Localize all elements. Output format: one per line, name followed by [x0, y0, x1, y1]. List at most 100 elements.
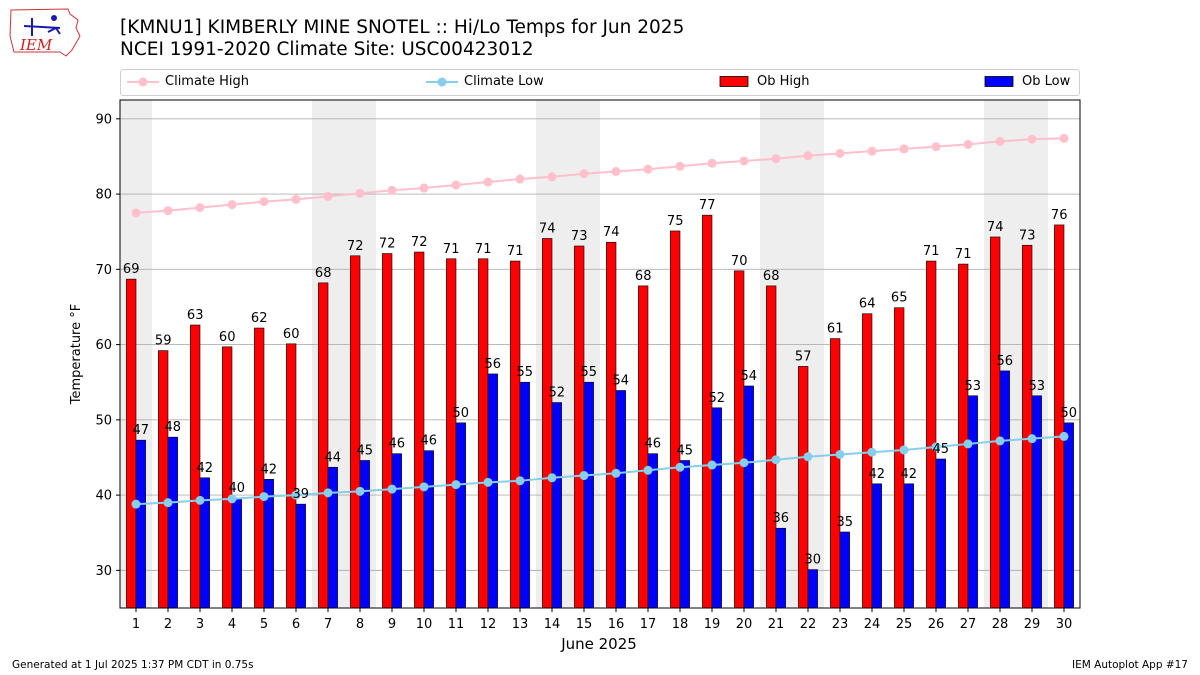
- x-tick-label: 18: [672, 617, 689, 632]
- climate-low-point: [291, 490, 301, 500]
- weekend-band: [792, 100, 824, 608]
- x-tick-label: 25: [896, 617, 913, 632]
- climate-high-point: [291, 194, 301, 204]
- y-tick-label: 70: [95, 263, 112, 278]
- ob-high-bar-label: 72: [347, 239, 364, 254]
- weekend-band: [344, 100, 376, 608]
- ob-high-bar: [574, 245, 585, 609]
- ob-low-bar: [1031, 395, 1042, 609]
- ob-low-bar: [263, 479, 274, 609]
- ob-high-bar-label: 72: [411, 235, 428, 250]
- iem-logo: IEM: [9, 8, 81, 57]
- ob-low-bar: [359, 460, 370, 609]
- ob-high-bar: [990, 236, 1001, 609]
- ob-low-bar: [487, 373, 498, 609]
- ob-low-bar: [1063, 422, 1074, 609]
- generated-timestamp: Generated at 1 Jul 2025 1:37 PM CDT in 0…: [12, 659, 254, 671]
- ob-low-bar: [231, 497, 242, 609]
- climate-high-point: [323, 191, 333, 201]
- climate-low-point: [1027, 434, 1037, 444]
- ob-high-bar: [766, 285, 777, 609]
- bar-value-labels: 69 59 63 60 62 60 68 72 72 72 71 71 71 74 73 74 68 75 77 70…: [123, 198, 1077, 567]
- climate-high-point: [515, 174, 525, 184]
- climate-high-point: [643, 164, 653, 174]
- ob-high-bar-label: 70: [731, 254, 748, 269]
- ob-high-bar-label: 60: [283, 327, 300, 342]
- ob-low-bar: [423, 450, 434, 609]
- ob-high-bar-label: 68: [315, 266, 332, 281]
- ob-high-swatch-icon: [719, 76, 749, 87]
- ob-high-bar: [894, 307, 905, 609]
- bars: [126, 214, 1074, 609]
- ob-high-bar: [734, 270, 745, 609]
- plot-frame: [119, 99, 1081, 609]
- ob-low-bar: [519, 381, 530, 609]
- ob-high-bar: [510, 260, 521, 609]
- ob-high-bar-label: 68: [635, 269, 652, 284]
- climate-low-point: [739, 458, 749, 468]
- climate-low-point: [1059, 431, 1069, 441]
- ob-low-bar: [455, 422, 466, 609]
- climate-high-point: [451, 180, 461, 190]
- gridlines: [120, 118, 1080, 571]
- x-tick-label: 4: [228, 617, 236, 632]
- ob-high-bar: [830, 338, 841, 609]
- ob-low-bar: [967, 395, 978, 609]
- ob-high-bar: [1054, 224, 1065, 609]
- app-credit: IEM Autoplot App #17: [1072, 659, 1188, 671]
- climate-low-point: [163, 498, 173, 508]
- climate-low-point: [579, 471, 589, 481]
- ob-low-bar-label: 42: [261, 462, 278, 477]
- ob-low-bar: [295, 503, 306, 609]
- climate-high-point: [131, 208, 141, 218]
- climate-low-point: [675, 462, 685, 472]
- climate-high-point: [163, 206, 173, 216]
- climate-high-point: [771, 154, 781, 164]
- x-tick-label: 2: [164, 617, 172, 632]
- legend-label: Climate High: [165, 74, 250, 89]
- ob-high-bar: [158, 350, 169, 609]
- weekend-band: [760, 100, 792, 608]
- climate-low-point: [131, 499, 141, 509]
- x-tick-label: 20: [736, 617, 753, 632]
- weekend-band: [120, 100, 152, 608]
- ob-high-bar-label: 75: [667, 214, 684, 229]
- ob-high-bar: [862, 313, 873, 609]
- x-tick-label: 1: [132, 617, 140, 632]
- climate-low-point: [931, 442, 941, 452]
- climate-high-point: [227, 200, 237, 210]
- y-tick-label: 80: [95, 188, 112, 203]
- climate-high-point: [419, 183, 429, 193]
- ob-high-bar-label: 68: [763, 269, 780, 284]
- ob-high-bar-label: 57: [795, 349, 812, 364]
- ob-high-bar-label: 60: [219, 330, 236, 345]
- ob-high-bar: [606, 241, 617, 609]
- x-tick-label: 14: [544, 617, 561, 632]
- x-tick-label: 24: [864, 617, 881, 632]
- y-axis: 30 40 50 60 70 80 90: [95, 112, 120, 579]
- climate-high-line: [135, 137, 1065, 214]
- x-tick-label: 10: [416, 617, 433, 632]
- x-tick-label: 6: [292, 617, 300, 632]
- ob-high-bar: [318, 282, 329, 609]
- ob-low-bar-label: 42: [869, 467, 886, 482]
- climate-high-point: [195, 203, 205, 213]
- y-tick-label: 90: [95, 112, 112, 127]
- ob-high-bar: [798, 366, 809, 609]
- ob-low-bar-label: 53: [965, 379, 982, 394]
- ob-high-bar: [926, 260, 937, 609]
- x-tick-label: 27: [960, 617, 977, 632]
- climate-high-point: [995, 136, 1005, 146]
- ob-low-bar-label: 53: [1029, 379, 1046, 394]
- ob-high-bar-label: 61: [827, 322, 844, 337]
- weekend-band: [1016, 100, 1048, 608]
- y-tick-label: 30: [95, 564, 112, 579]
- ob-low-bar-label: 54: [613, 374, 630, 389]
- climate-high-point: [835, 148, 845, 158]
- ob-low-bar-label: 35: [837, 515, 854, 530]
- weekend-band: [536, 100, 568, 608]
- climate-low-point: [515, 476, 525, 486]
- x-tick-label: 21: [768, 617, 785, 632]
- weekend-bands: [120, 100, 1048, 608]
